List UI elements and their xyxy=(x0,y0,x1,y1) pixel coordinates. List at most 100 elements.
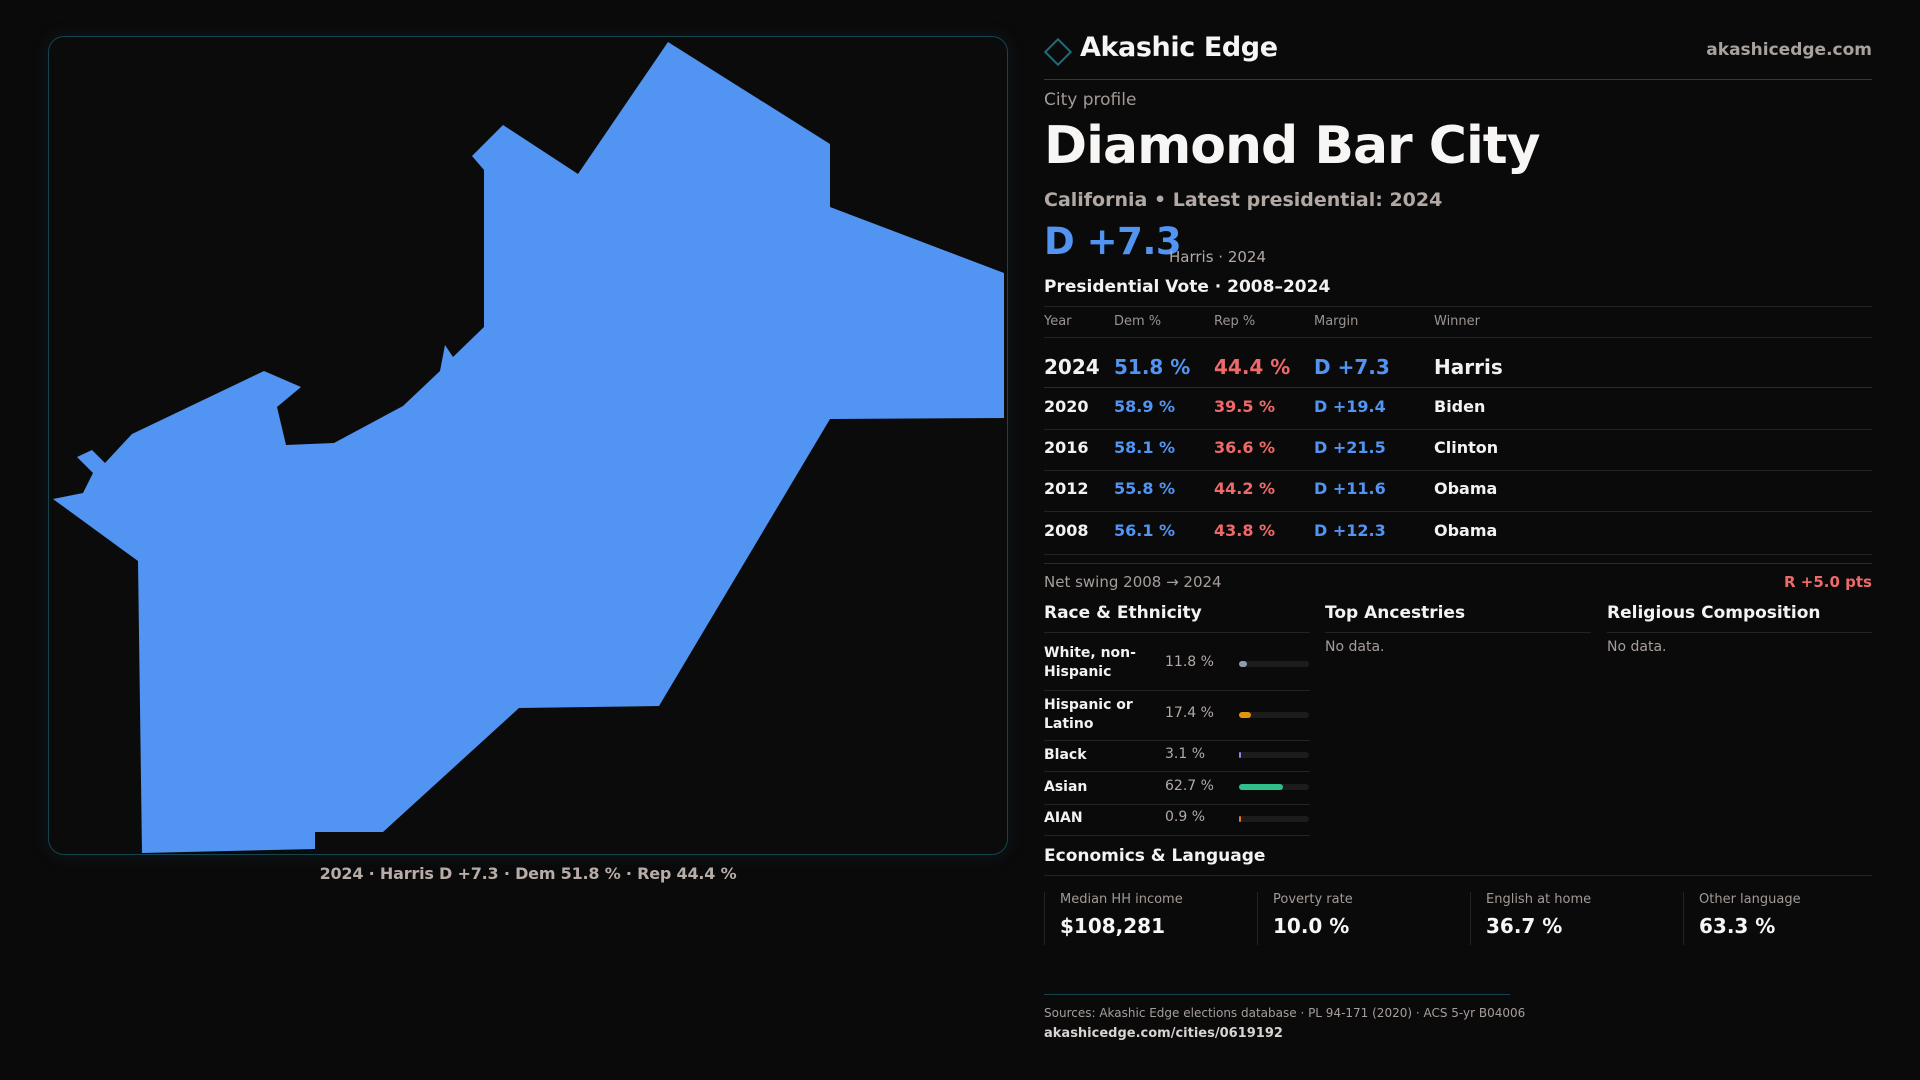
page-eyebrow: City profile xyxy=(1044,90,1137,110)
cell-rep: 36.6 % xyxy=(1214,438,1276,457)
cell-year: 2020 xyxy=(1044,397,1089,416)
cell-year: 2024 xyxy=(1044,355,1100,379)
stat-label: Median HH income xyxy=(1060,892,1183,907)
ancestries-empty: No data. xyxy=(1325,639,1385,655)
divider xyxy=(1044,306,1872,307)
col-header-rep: Rep % xyxy=(1214,314,1256,329)
cell-year: 2012 xyxy=(1044,479,1089,498)
race-pct: 11.8 % xyxy=(1165,654,1214,670)
stat-label: English at home xyxy=(1486,892,1592,907)
ancestries-heading: Top Ancestries xyxy=(1325,603,1466,623)
religion-heading: Religious Composition xyxy=(1607,603,1821,623)
col-header-year: Year xyxy=(1044,314,1072,329)
divider xyxy=(1044,771,1310,772)
headline-margin: D +7.3 xyxy=(1044,220,1182,263)
race-bar-track xyxy=(1239,784,1309,790)
col-header-winner: Winner xyxy=(1434,314,1481,329)
city-boundary-shape[interactable] xyxy=(53,42,1004,853)
race-bar-fill xyxy=(1239,752,1242,758)
race-bar-track xyxy=(1239,752,1309,758)
race-row: Asian 62.7 % xyxy=(1044,771,1310,804)
cell-dem: 56.1 % xyxy=(1114,521,1176,540)
cell-margin: D +11.6 xyxy=(1314,479,1386,498)
race-row: AIAN 0.9 % xyxy=(1044,804,1310,835)
col-header-dem: Dem % xyxy=(1114,314,1162,329)
cell-margin: D +19.4 xyxy=(1314,397,1386,416)
footer-divider xyxy=(1044,994,1510,995)
race-pct: 62.7 % xyxy=(1165,778,1214,794)
stat-value: 10.0 % xyxy=(1273,914,1350,938)
cell-margin: D +21.5 xyxy=(1314,438,1386,457)
race-label: Asian xyxy=(1044,779,1088,795)
stat-label: Poverty rate xyxy=(1273,892,1353,907)
divider xyxy=(1044,554,1872,555)
divider xyxy=(1044,563,1872,564)
divider xyxy=(1607,632,1872,633)
footer-sources: Sources: Akashic Edge elections database… xyxy=(1044,1006,1526,1020)
race-label: Hispanic or Latino xyxy=(1044,697,1133,732)
cell-dem: 58.9 % xyxy=(1114,397,1176,416)
net-swing-value: R +5.0 pts xyxy=(1784,573,1872,591)
stat-median-income: Median HH income $108,281 xyxy=(1044,892,1256,945)
footer-url-link[interactable]: akashicedge.com/cities/0619192 xyxy=(1044,1026,1283,1041)
divider xyxy=(1044,337,1872,338)
cell-rep: 39.5 % xyxy=(1214,397,1276,416)
cell-year: 2016 xyxy=(1044,438,1089,457)
race-label: AIAN xyxy=(1044,810,1083,826)
divider xyxy=(1044,470,1872,471)
brand-name[interactable]: Akashic Edge xyxy=(1080,32,1278,63)
divider xyxy=(1044,875,1872,876)
cell-winner: Obama xyxy=(1434,479,1498,498)
brand-site-link[interactable]: akashicedge.com xyxy=(1706,40,1872,60)
net-swing-label: Net swing 2008 → 2024 xyxy=(1044,573,1222,591)
cell-winner: Harris xyxy=(1434,355,1503,379)
divider xyxy=(1325,632,1591,633)
cell-rep: 43.8 % xyxy=(1214,521,1276,540)
table-row[interactable]: 2020 58.9 % 39.5 % D +19.4 Biden xyxy=(1044,387,1872,429)
cell-winner: Clinton xyxy=(1434,438,1499,457)
race-pct: 3.1 % xyxy=(1165,746,1206,762)
profile-panel: Akashic Edge akashicedge.com City profil… xyxy=(1043,0,1872,1080)
map-caption: 2024 · Harris D +7.3 · Dem 51.8 % · Rep … xyxy=(319,864,737,883)
table-row[interactable]: 2024 51.8 % 44.4 % D +7.3 Harris xyxy=(1044,337,1872,393)
economics-heading: Economics & Language xyxy=(1044,846,1266,866)
race-bar-track xyxy=(1239,816,1309,822)
cell-dem: 51.8 % xyxy=(1114,355,1191,379)
race-pct: 17.4 % xyxy=(1165,705,1214,721)
race-bar-track xyxy=(1239,712,1309,718)
cell-margin: D +12.3 xyxy=(1314,521,1386,540)
race-row: White, non-Hispanic 11.8 % xyxy=(1044,632,1310,690)
cell-winner: Obama xyxy=(1434,521,1498,540)
stat-poverty-rate: Poverty rate 10.0 % xyxy=(1257,892,1469,945)
stat-value: 63.3 % xyxy=(1699,914,1776,938)
stat-label: Other language xyxy=(1699,892,1801,907)
headline-margin-note: Harris · 2024 xyxy=(1169,248,1267,266)
page-title: Diamond Bar City xyxy=(1044,116,1541,176)
race-label: Black xyxy=(1044,747,1087,763)
race-label: White, non-Hispanic xyxy=(1044,645,1136,680)
stat-english-home: English at home 36.7 % xyxy=(1470,892,1682,945)
race-row: Black 3.1 % xyxy=(1044,740,1310,771)
race-bar-fill xyxy=(1239,712,1252,718)
divider xyxy=(1044,632,1310,633)
cell-dem: 55.8 % xyxy=(1114,479,1176,498)
table-row[interactable]: 2012 55.8 % 44.2 % D +11.6 Obama xyxy=(1044,470,1872,511)
vote-heading: Presidential Vote · 2008–2024 xyxy=(1044,277,1331,297)
page-subtitle: California • Latest presidential: 2024 xyxy=(1044,189,1443,211)
cell-winner: Biden xyxy=(1434,397,1486,416)
divider xyxy=(1044,511,1872,512)
divider xyxy=(1044,690,1310,691)
cell-dem: 58.1 % xyxy=(1114,438,1176,457)
cell-rep: 44.2 % xyxy=(1214,479,1276,498)
table-row[interactable]: 2016 58.1 % 36.6 % D +21.5 Clinton xyxy=(1044,429,1872,470)
stat-value: $108,281 xyxy=(1060,914,1166,938)
divider xyxy=(1044,804,1310,805)
race-bar-fill xyxy=(1239,661,1248,667)
race-bar-track xyxy=(1239,661,1309,667)
race-row: Hispanic or Latino 17.4 % xyxy=(1044,690,1310,741)
cell-year: 2008 xyxy=(1044,521,1089,540)
cell-rep: 44.4 % xyxy=(1214,355,1291,379)
table-row[interactable]: 2008 56.1 % 43.8 % D +12.3 Obama xyxy=(1044,511,1872,554)
diamond-icon xyxy=(1043,37,1073,67)
